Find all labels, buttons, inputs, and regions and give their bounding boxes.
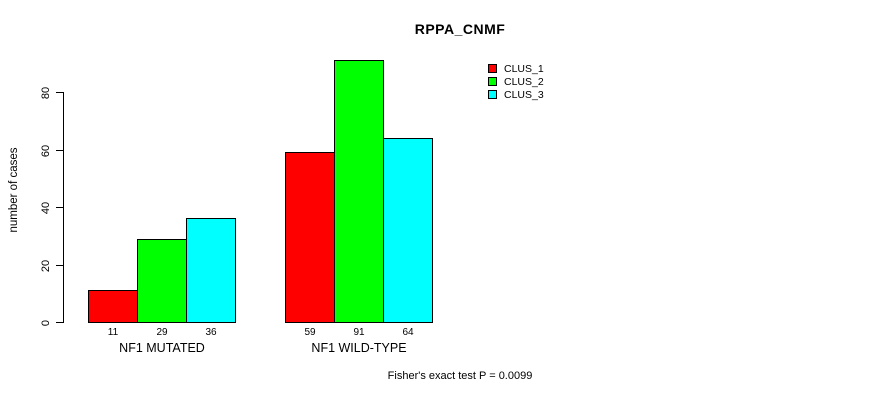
chart-title: RPPA_CNMF — [414, 21, 506, 37]
y-tick-label: 60 — [40, 144, 52, 158]
bar-nf1-mutated-clus_3 — [186, 218, 236, 323]
y-tick-label: 0 — [40, 319, 52, 327]
bar-nf1-wild-type-clus_1 — [285, 152, 335, 323]
category-label-nf1-mutated: NF1 MUTATED — [119, 341, 205, 355]
y-axis-title: number of cases — [8, 147, 20, 233]
legend-label: CLUS_1 — [504, 62, 544, 75]
bar-value-label: 64 — [402, 327, 414, 338]
legend-swatch-clus_1 — [488, 64, 497, 73]
category-label-nf1-wild-type: NF1 WILD-TYPE — [311, 341, 407, 355]
y-tick-mark — [56, 150, 64, 151]
bar-nf1-mutated-clus_1 — [88, 290, 138, 323]
legend-label: CLUS_3 — [504, 88, 544, 101]
bar-nf1-wild-type-clus_2 — [334, 60, 384, 323]
bar-value-label: 59 — [304, 327, 316, 338]
y-tick-mark — [56, 322, 64, 323]
y-tick-label: 20 — [40, 259, 52, 273]
y-tick-mark — [56, 207, 64, 208]
bar-value-label: 36 — [205, 327, 217, 338]
bar-value-label: 91 — [353, 327, 365, 338]
y-tick-mark — [56, 92, 64, 93]
fisher-test-annotation: Fisher's exact test P = 0.0099 — [387, 370, 533, 382]
bar-value-label: 11 — [107, 327, 119, 338]
y-tick-mark — [56, 265, 64, 266]
legend-label: CLUS_2 — [504, 75, 544, 88]
y-tick-label: 80 — [40, 86, 52, 100]
y-tick-label: 40 — [40, 201, 52, 215]
legend-row-clus_2: CLUS_2 — [488, 75, 544, 88]
legend-row-clus_3: CLUS_3 — [488, 88, 544, 101]
bar-value-label: 29 — [156, 327, 168, 338]
legend-row-clus_1: CLUS_1 — [488, 62, 544, 75]
legend-swatch-clus_2 — [488, 77, 497, 86]
legend: CLUS_1 CLUS_2 CLUS_3 — [488, 62, 544, 101]
legend-swatch-clus_3 — [488, 90, 497, 99]
bar-nf1-wild-type-clus_3 — [383, 138, 433, 323]
bar-nf1-mutated-clus_2 — [137, 239, 187, 323]
